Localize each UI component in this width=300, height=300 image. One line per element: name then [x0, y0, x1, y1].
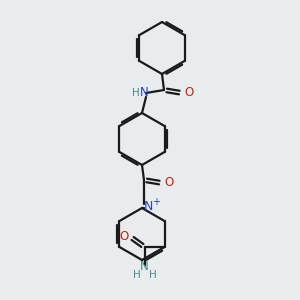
Text: O: O: [119, 230, 128, 244]
Text: O: O: [184, 86, 194, 100]
Text: H: H: [132, 88, 140, 98]
Text: N: N: [140, 86, 148, 100]
Text: N: N: [143, 200, 153, 212]
Text: H: H: [148, 270, 156, 280]
Text: O: O: [164, 176, 174, 190]
Text: H: H: [133, 270, 140, 280]
Text: +: +: [152, 197, 160, 207]
Text: N: N: [140, 260, 149, 274]
